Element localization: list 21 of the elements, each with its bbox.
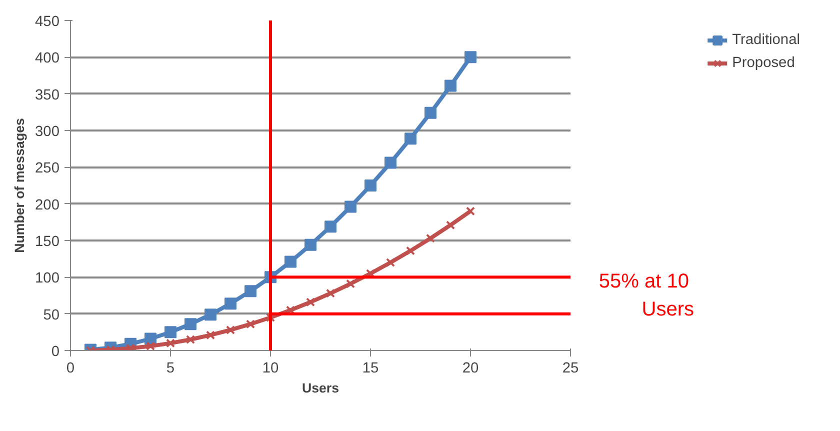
legend-label: Proposed — [732, 55, 795, 71]
x-tick-label: 25 — [562, 360, 579, 376]
x-tick-label: 10 — [262, 360, 279, 376]
x-tick-label: 5 — [166, 360, 175, 376]
y-tick-label: 450 — [35, 14, 60, 30]
y-tick-label: 100 — [35, 270, 60, 287]
text: 55% at 10 Users — [598, 270, 694, 320]
x-axis-title: Users — [302, 380, 340, 396]
legend-label: Traditional — [732, 32, 800, 48]
x-tick-label: 0 — [66, 360, 75, 376]
y-tick-label: 150 — [35, 234, 60, 250]
y-axis-title: Number of messages — [12, 118, 28, 253]
x-tick-label: 20 — [462, 360, 479, 376]
x-tick-label: 15 — [362, 360, 379, 376]
y-tick-label: 200 — [35, 197, 60, 214]
y-tick-label: 400 — [35, 50, 60, 67]
y-tick-label: 250 — [35, 160, 60, 177]
y-tick-label: 50 — [43, 307, 60, 324]
y-tick-label: 0 — [51, 344, 60, 360]
y-tick-label: 300 — [35, 124, 60, 140]
y-tick-label: 350 — [35, 87, 60, 104]
